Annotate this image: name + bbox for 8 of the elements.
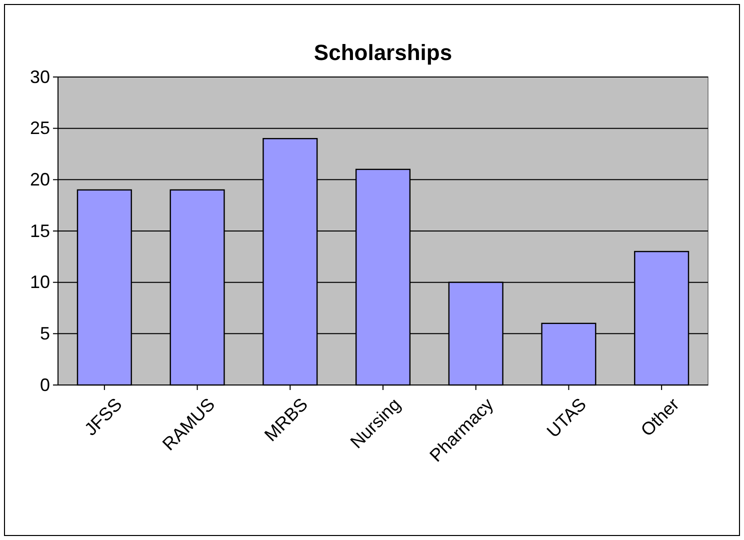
y-tick-label: 20 [30, 169, 50, 190]
y-tick-label: 15 [30, 220, 50, 241]
y-tick-label: 30 [30, 66, 50, 87]
y-tick-label: 5 [40, 323, 50, 344]
chart-title: Scholarships [314, 40, 452, 65]
y-tick-label: 25 [30, 118, 50, 138]
y-tick-label: 0 [40, 374, 50, 395]
y-tick-label: 10 [30, 272, 50, 292]
